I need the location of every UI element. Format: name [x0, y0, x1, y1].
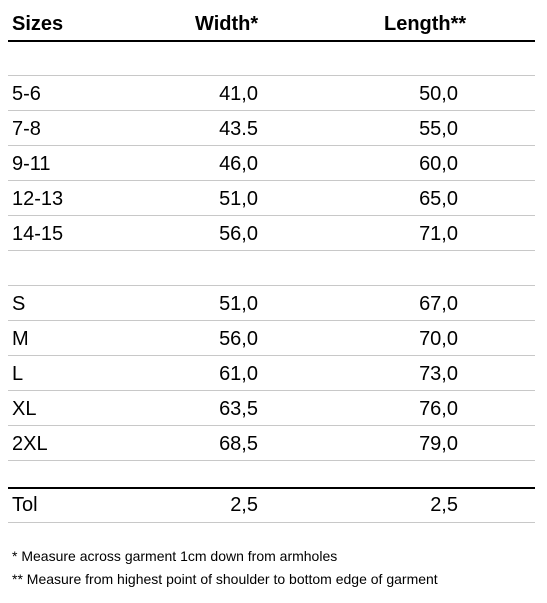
row-width: 56,0 [219, 223, 258, 245]
row-size: XL [12, 398, 37, 420]
row-line [8, 250, 535, 251]
row-line [8, 425, 535, 426]
header-cell: Width* [195, 13, 259, 35]
row-length: 67,0 [419, 293, 458, 315]
row-length: 70,0 [419, 328, 458, 350]
tol-length: 2,5 [430, 494, 458, 516]
row-line [8, 522, 535, 523]
row-width: 56,0 [219, 328, 258, 350]
row-line [8, 390, 535, 391]
row-size: 2XL [12, 433, 48, 455]
tol-width: 2,5 [230, 494, 258, 516]
row-size: 12-13 [12, 188, 64, 210]
row-width: 51,0 [219, 293, 258, 315]
row-line [8, 110, 535, 111]
row-length: 60,0 [419, 153, 458, 175]
row-line [8, 180, 535, 181]
row-line [8, 145, 535, 146]
row-line [8, 75, 535, 76]
row-width: 41,0 [219, 83, 258, 105]
row-line [8, 320, 535, 321]
row-size: M [12, 328, 29, 350]
header-cell: Length** [384, 13, 467, 35]
row-width: 46,0 [219, 153, 258, 175]
row-width: 63,5 [219, 398, 258, 420]
row-line [8, 285, 535, 286]
divider [8, 40, 535, 42]
row-size: 14-15 [12, 223, 64, 245]
row-width: 61,0 [219, 363, 258, 385]
row-size: 9-11 [12, 153, 51, 175]
row-width: 43.5 [219, 118, 258, 140]
header-cell: Sizes [12, 13, 64, 35]
row-size: L [12, 363, 24, 385]
footnote: ** Measure from highest point of shoulde… [12, 571, 438, 587]
row-size: 5-6 [12, 83, 41, 105]
row-length: 79,0 [419, 433, 458, 455]
row-line [8, 460, 535, 461]
row-width: 51,0 [219, 188, 258, 210]
row-line [8, 355, 535, 356]
row-line [8, 215, 535, 216]
row-size: S [12, 293, 26, 315]
row-length: 65,0 [419, 188, 458, 210]
divider [8, 487, 535, 489]
row-length: 71,0 [419, 223, 458, 245]
tol-size: Tol [12, 494, 38, 516]
footnote: * Measure across garment 1cm down from a… [12, 548, 338, 564]
row-length: 73,0 [419, 363, 458, 385]
row-size: 7-8 [12, 118, 41, 140]
row-length: 76,0 [419, 398, 458, 420]
row-length: 50,0 [419, 83, 458, 105]
row-length: 55,0 [419, 118, 458, 140]
row-width: 68,5 [219, 433, 258, 455]
